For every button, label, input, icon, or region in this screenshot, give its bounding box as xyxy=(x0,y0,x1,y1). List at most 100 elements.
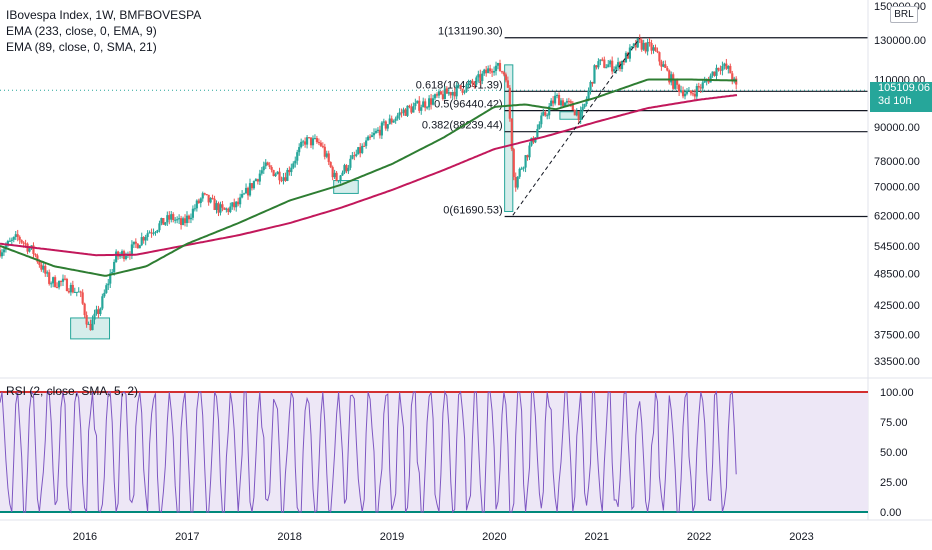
rsi-legend[interactable]: RSI (2, close, SMA, 5, 2) xyxy=(6,384,139,398)
rsi-tick-label: 0.00 xyxy=(880,507,901,519)
candle-body xyxy=(439,91,443,95)
candle-body xyxy=(124,256,128,259)
candle-body xyxy=(278,171,281,181)
candle-body xyxy=(199,198,202,204)
candle-body xyxy=(658,52,661,62)
candle-body xyxy=(219,204,222,213)
candle-body xyxy=(160,218,163,224)
candle-body xyxy=(473,83,476,85)
candle-body xyxy=(333,172,336,178)
candle-body xyxy=(536,128,539,138)
candle-body xyxy=(120,251,124,255)
candle-body xyxy=(195,200,198,209)
symbol-legend[interactable]: IBovespa Index, 1W, BMFBOVESPA xyxy=(6,8,202,22)
currency-badge[interactable]: BRL xyxy=(890,6,918,23)
candle-body xyxy=(357,147,360,155)
candle-body xyxy=(640,40,643,50)
candle-body xyxy=(678,84,681,92)
candle-body xyxy=(410,107,413,113)
candle-body xyxy=(406,105,409,116)
candle-body xyxy=(166,215,169,223)
candle-body xyxy=(376,129,380,132)
candle-body xyxy=(717,67,720,70)
candle-body xyxy=(91,319,94,331)
candle-body xyxy=(319,142,322,146)
candle-body xyxy=(494,65,498,72)
candle-body xyxy=(713,71,716,76)
candle-body xyxy=(652,47,655,51)
candle-body xyxy=(36,255,39,262)
candle-body xyxy=(526,155,529,158)
bar-countdown: 3d 10h xyxy=(878,95,912,108)
candle-body xyxy=(455,85,458,97)
candle-body xyxy=(459,85,462,89)
candle-body xyxy=(422,101,425,108)
candle-body xyxy=(670,74,673,83)
candle-body xyxy=(672,74,675,89)
candle-body xyxy=(250,183,254,189)
time-tick-label: 2023 xyxy=(789,531,813,543)
candle-body xyxy=(44,265,47,274)
candle-body xyxy=(40,264,43,270)
candle-body xyxy=(378,129,382,136)
price-tick-label: 70000.00 xyxy=(874,182,920,194)
candle-body xyxy=(611,60,614,72)
candle-body xyxy=(191,208,195,218)
candle-body xyxy=(16,234,19,237)
candle-body xyxy=(601,59,604,61)
candle-body xyxy=(498,63,502,72)
candle-body xyxy=(201,193,204,199)
candle-body xyxy=(597,61,600,68)
ema89-legend[interactable]: EMA (89, close, 0, SMA, 21) xyxy=(6,40,157,54)
candle-body xyxy=(6,240,9,246)
candle-body xyxy=(361,145,364,154)
candle-body xyxy=(693,93,696,97)
price-axis: 150000.00130000.00110000.00100000.009000… xyxy=(874,1,926,368)
candle-body xyxy=(662,64,665,67)
candle-body xyxy=(168,215,171,220)
candle-body xyxy=(187,215,191,220)
candle-body xyxy=(420,107,423,111)
ema233-legend[interactable]: EMA (233, close, 0, EMA, 9) xyxy=(6,24,157,38)
candle-body xyxy=(555,94,559,96)
candle-body xyxy=(307,137,311,139)
candle-body xyxy=(514,177,517,188)
candle-body xyxy=(382,121,385,123)
candle-body xyxy=(467,83,470,85)
candle-body xyxy=(683,93,687,97)
candle-body xyxy=(185,215,189,224)
rsi-tick-label: 25.00 xyxy=(880,477,908,489)
candle-body xyxy=(298,147,301,153)
time-tick-label: 2021 xyxy=(585,531,609,543)
candle-body xyxy=(479,74,482,82)
candle-body xyxy=(579,110,582,121)
candle-body xyxy=(67,290,70,293)
candle-body xyxy=(573,109,576,116)
candle-body xyxy=(2,249,6,253)
candle-body xyxy=(57,281,61,288)
candle-body xyxy=(233,202,236,208)
candle-body xyxy=(54,277,57,287)
price-tick-label: 62000.00 xyxy=(874,210,920,222)
candle-body xyxy=(150,232,153,234)
candle-body xyxy=(642,42,645,50)
candle-body xyxy=(650,43,653,51)
candle-body xyxy=(463,91,466,93)
candle-body xyxy=(496,63,500,66)
candle-body xyxy=(294,160,297,164)
candle-body xyxy=(10,239,13,241)
dashed-trend-line xyxy=(512,37,641,216)
candle-body xyxy=(575,111,578,116)
candle-body xyxy=(105,285,108,293)
candle-body xyxy=(506,80,509,88)
candle-body xyxy=(14,234,17,237)
candle-body xyxy=(483,69,486,74)
candle-body xyxy=(676,79,679,85)
candle-body xyxy=(585,98,588,104)
rsi-tick-label: 75.00 xyxy=(880,417,908,429)
candle-body xyxy=(313,138,317,140)
price-tick-label: 78000.00 xyxy=(874,156,920,168)
ema-233-line xyxy=(0,94,738,257)
candle-body xyxy=(433,94,437,99)
